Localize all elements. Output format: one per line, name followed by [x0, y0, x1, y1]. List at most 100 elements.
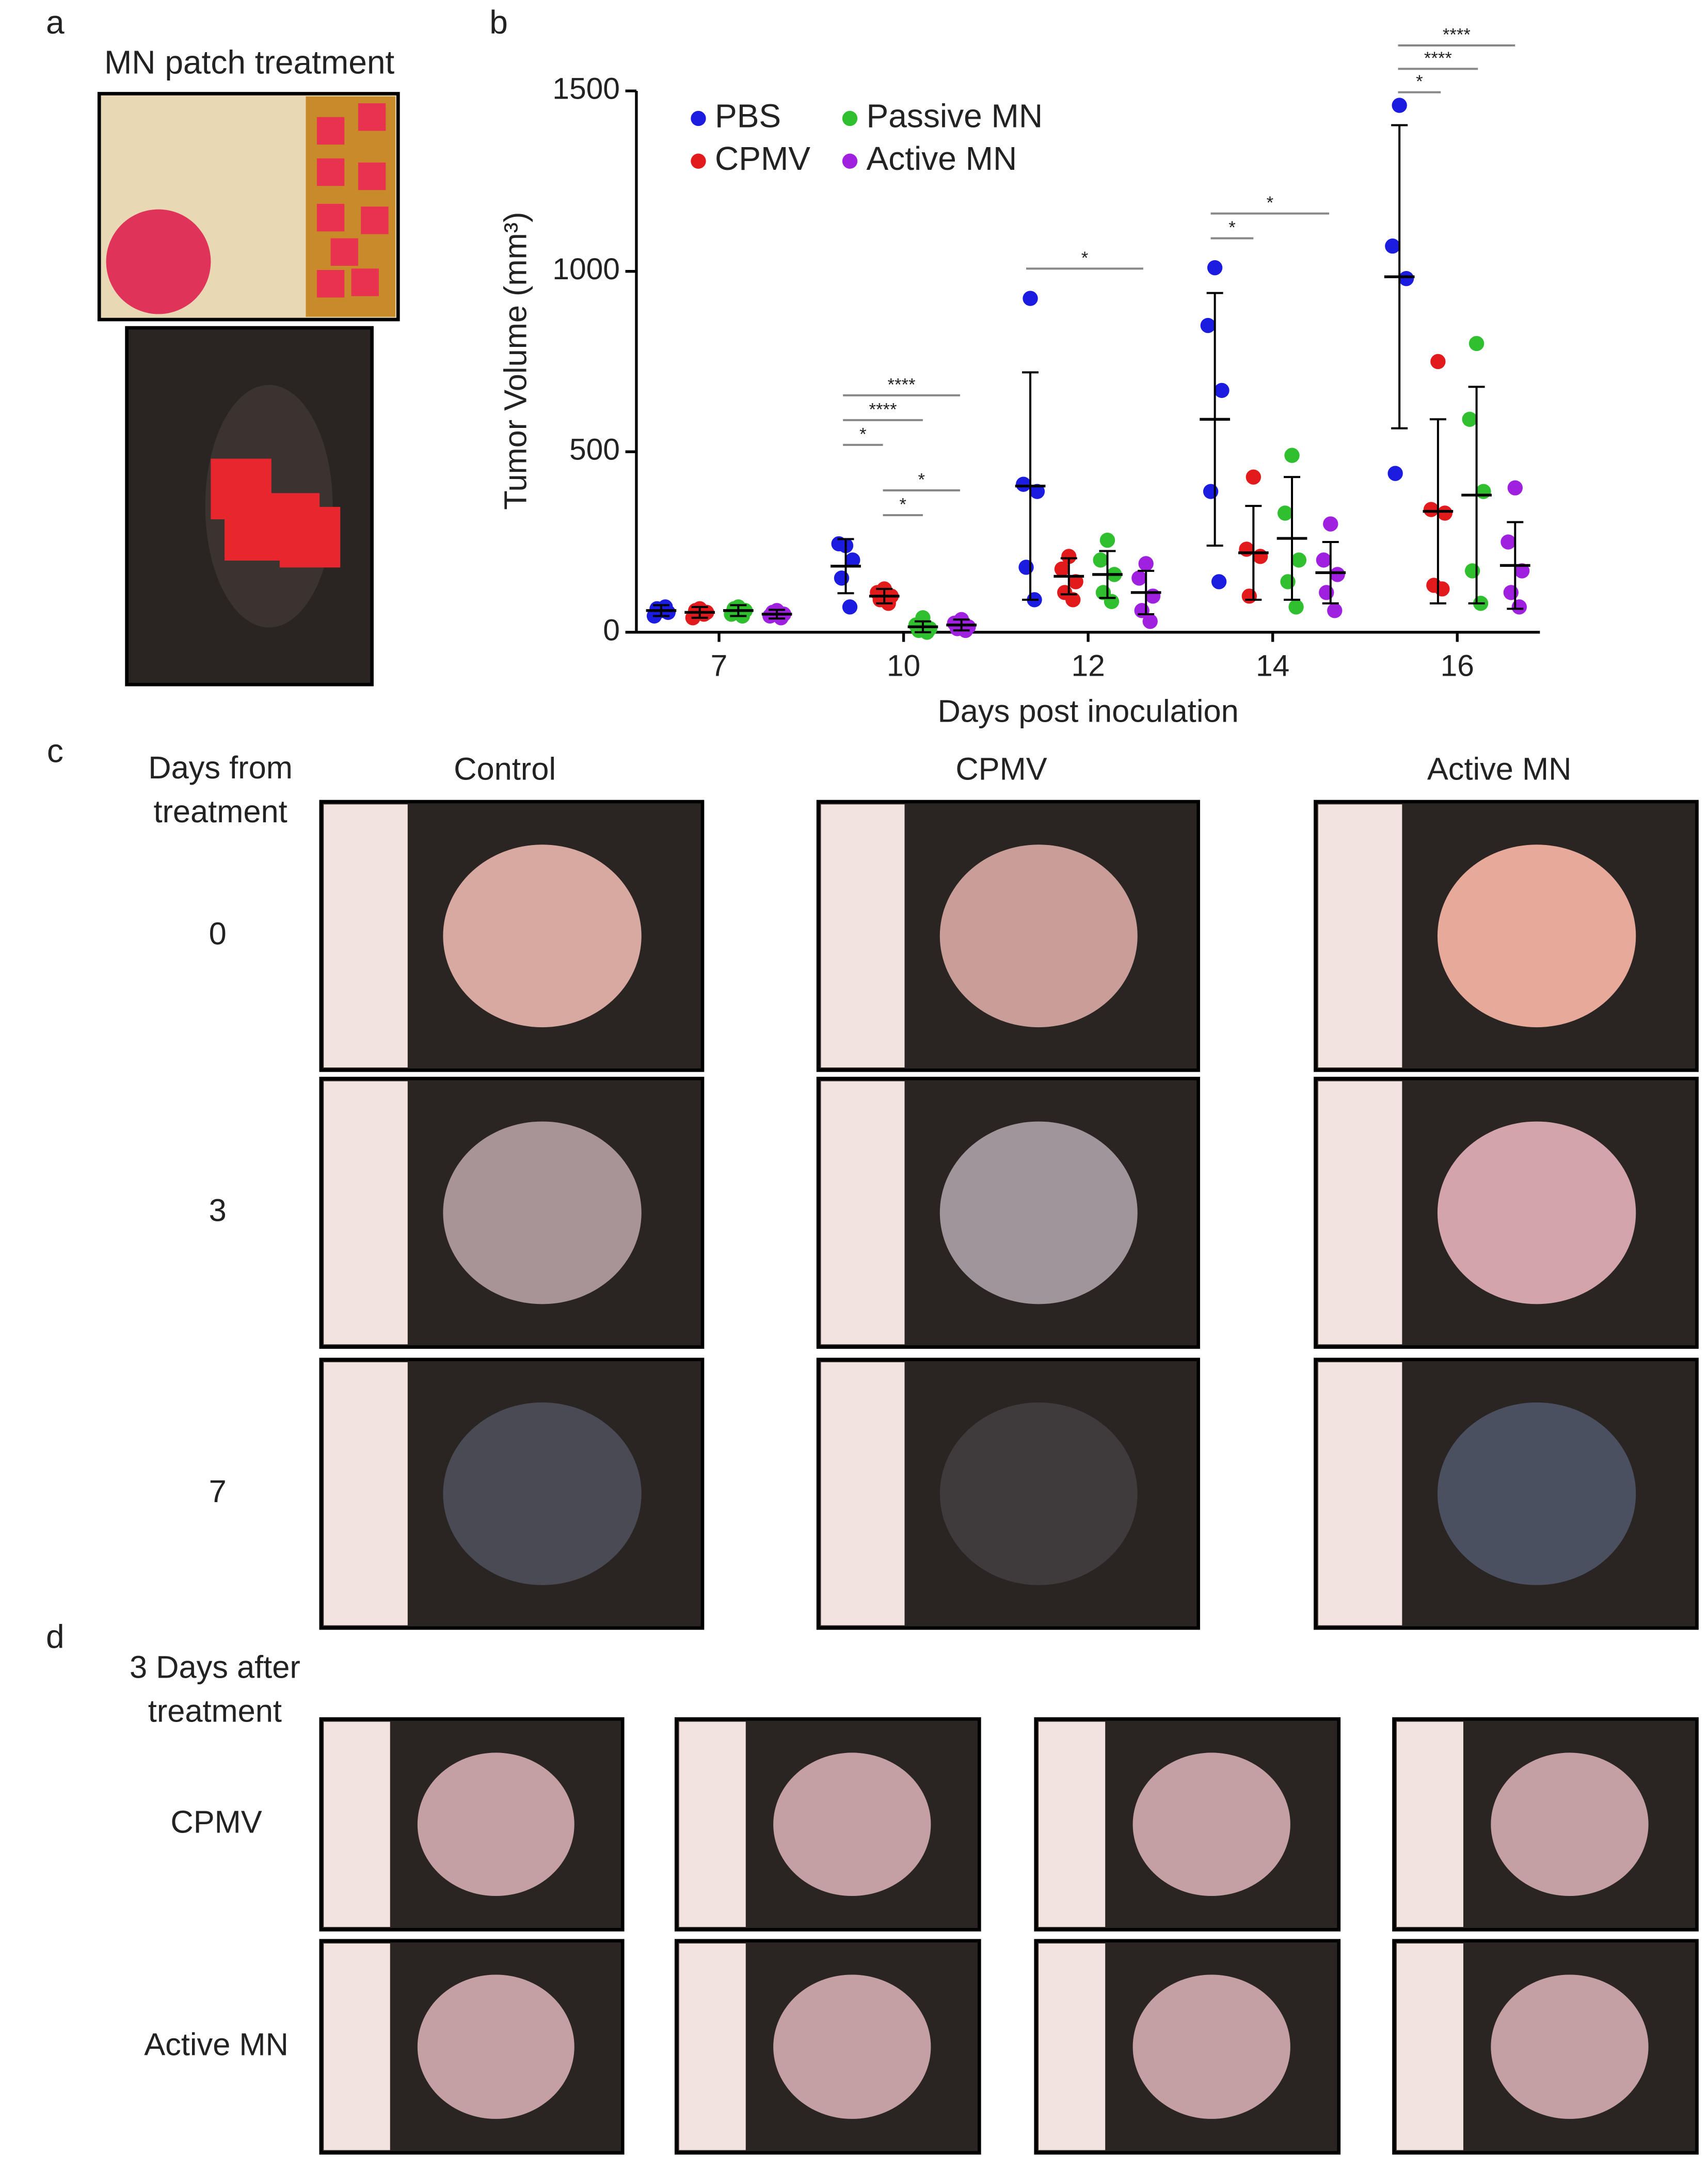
photo-skin [1437, 1402, 1636, 1585]
data-point [1061, 549, 1077, 564]
photo-patch [361, 206, 389, 234]
data-point [1319, 585, 1334, 600]
legend-marker [842, 110, 858, 126]
data-point [658, 599, 673, 615]
data-point [1065, 592, 1081, 608]
significance-label: * [1267, 193, 1274, 213]
photo-ruler [1318, 1081, 1402, 1345]
data-point [1054, 561, 1070, 577]
data-point [1029, 484, 1045, 499]
data-point [845, 552, 860, 568]
data-point [1468, 336, 1484, 352]
row-header: 3 Days after [130, 1649, 300, 1685]
data-point [1252, 549, 1268, 564]
data-point [1207, 260, 1223, 276]
significance-label: * [899, 495, 906, 514]
photo-ruler [679, 1943, 746, 2150]
panel-label: b [489, 4, 508, 41]
data-point [1214, 382, 1230, 398]
significance-label: * [1416, 72, 1423, 91]
photo-ruler [324, 1943, 390, 2150]
photo-skin [773, 1974, 931, 2119]
data-point [1142, 614, 1158, 629]
row-label: 3 [209, 1193, 227, 1229]
photo-ruler [1039, 1721, 1106, 1927]
row-label: CPMV [170, 1804, 262, 1840]
photo-patch [225, 500, 285, 561]
data-point [1316, 552, 1332, 568]
row-label: Active MN [144, 2027, 289, 2062]
data-point [1514, 563, 1530, 579]
photo-ruler [1318, 1362, 1402, 1625]
data-point [1385, 238, 1400, 254]
legend-label: Active MN [867, 140, 1017, 177]
data-point [1018, 560, 1034, 575]
x-tick-label: 16 [1441, 649, 1474, 683]
significance-label: **** [888, 375, 916, 394]
photo-patch [358, 103, 386, 131]
data-point [1423, 502, 1439, 517]
y-axis-label: Tumor Volume (mm³) [498, 212, 534, 509]
data-point [1503, 585, 1519, 600]
photo-patch [351, 268, 379, 296]
photo-ruler [821, 1362, 905, 1625]
data-point [1241, 588, 1257, 604]
significance-label: **** [869, 400, 897, 419]
data-point [1068, 574, 1083, 589]
photo-ruler [1039, 1943, 1106, 2150]
panel-label: d [46, 1618, 65, 1655]
data-point [1200, 317, 1216, 333]
data-point [1023, 291, 1038, 306]
photo-patch [330, 238, 358, 266]
photo-skin [443, 1402, 642, 1585]
column-header: CPMV [955, 752, 1047, 787]
data-point [1291, 552, 1307, 568]
data-point [1387, 466, 1403, 481]
significance-label: * [918, 470, 925, 489]
y-tick-label: 0 [603, 613, 620, 647]
column-header: Control [454, 752, 556, 787]
legend-marker [691, 110, 706, 126]
photo-patch [316, 117, 345, 145]
photo-skin [939, 844, 1138, 1028]
data-point [696, 607, 712, 622]
column-header: Active MN [1427, 752, 1572, 787]
photo-ruler [324, 1081, 408, 1345]
photo-ruler [679, 1721, 746, 1927]
data-point [1501, 534, 1516, 550]
data-point [1398, 270, 1414, 286]
data-point [1323, 516, 1338, 532]
photo-skin [1437, 1121, 1636, 1304]
data-point [1464, 563, 1480, 579]
data-point [1392, 98, 1407, 113]
photo-skin [939, 1402, 1138, 1585]
data-point [1131, 570, 1147, 586]
significance-label: * [859, 424, 867, 444]
data-point [1462, 411, 1477, 427]
data-point [1246, 469, 1262, 485]
y-tick-label: 500 [569, 433, 620, 467]
panel-title: MN patch treatment [104, 43, 394, 81]
legend-label: CPMV [715, 140, 810, 177]
data-point [1239, 541, 1254, 557]
photo-patch [316, 203, 345, 232]
panel-label: a [46, 4, 65, 41]
photo-skin [1132, 1974, 1290, 2119]
data-point [1280, 574, 1296, 589]
legend-label: Passive MN [867, 97, 1043, 134]
legend-marker [842, 153, 858, 169]
row-header: treatment [148, 1694, 282, 1729]
photo-ruler [1396, 1943, 1463, 2150]
data-point [1203, 484, 1219, 499]
significance-label: **** [1443, 25, 1471, 45]
x-tick-label: 10 [887, 649, 920, 683]
panel-label: c [47, 732, 63, 770]
photo-patch [279, 506, 341, 568]
photo-ruler [1318, 804, 1402, 1067]
photo-ruler [1396, 1721, 1463, 1927]
data-point [842, 599, 858, 615]
photo-skin [1132, 1752, 1290, 1896]
data-point [1507, 480, 1523, 496]
